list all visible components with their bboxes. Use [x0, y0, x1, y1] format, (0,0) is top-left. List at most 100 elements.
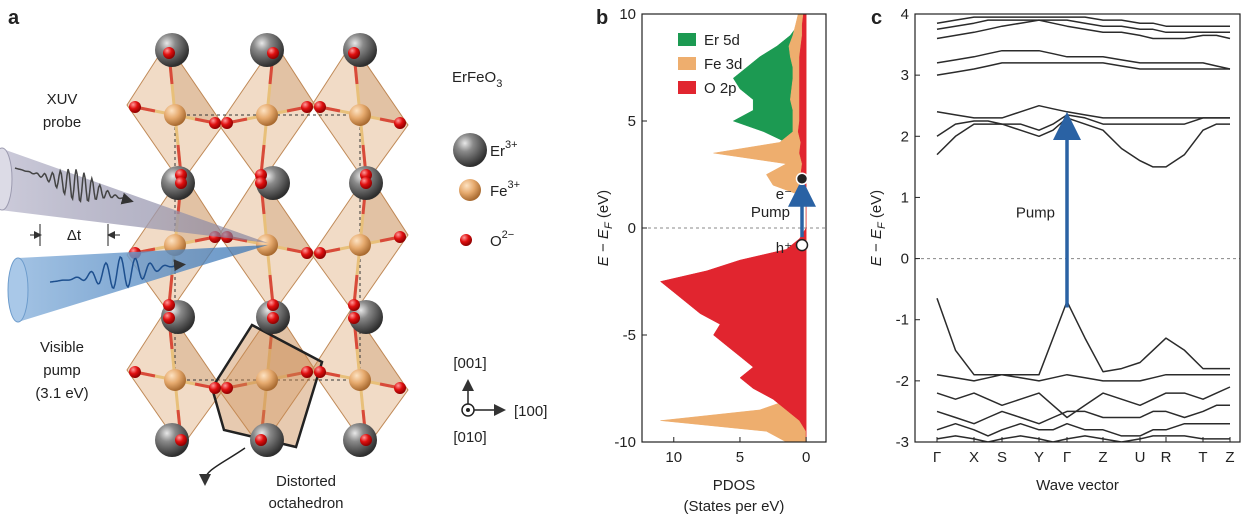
o-atom [163, 312, 175, 324]
fe-atom [164, 369, 186, 391]
fe-atom [256, 234, 278, 256]
compound-base: ErFeO [452, 69, 496, 86]
o-atom [221, 117, 233, 129]
probe-label: XUV [47, 91, 78, 108]
ion-sup: 3+ [505, 139, 518, 151]
pump-label: (3.1 eV) [35, 385, 88, 402]
x-tick-label: Γ [933, 449, 941, 466]
pump-label: Pump [751, 204, 790, 221]
ion-label: Er3+ [490, 139, 518, 160]
y-tick-label: -3 [896, 434, 909, 451]
compound-label: ErFeO3 [452, 69, 502, 90]
o-atom [301, 101, 313, 113]
x-axis-label: Wave vector [1036, 477, 1119, 494]
pump-label: Pump [1016, 205, 1055, 222]
x-axis-label: PDOS [713, 477, 756, 494]
callout-arrow [205, 448, 245, 480]
x-tick-label: Z [1225, 449, 1234, 466]
panel-label: c [871, 7, 882, 29]
ion-base: O [490, 233, 502, 250]
ylabel-unit: (eV) [595, 190, 612, 223]
o-atom [163, 47, 175, 59]
o-atom [175, 434, 187, 446]
axis-label: [100] [514, 403, 547, 420]
o-atom [314, 247, 326, 259]
ion-glyph [460, 234, 472, 246]
fe-atom [164, 104, 186, 126]
band [937, 118, 1230, 167]
o-atom [129, 101, 141, 113]
x-tick-label: 5 [736, 449, 744, 466]
y-tick-label: 3 [901, 67, 909, 84]
er-atom [343, 33, 377, 67]
o-atom [267, 312, 279, 324]
legend-label: Fe 3d [704, 56, 742, 73]
octahedron-label: octahedron [268, 495, 343, 512]
y-axis-label: E − EF (eV) [868, 190, 888, 266]
o-atom [394, 117, 406, 129]
figure: ΔtXUVprobeVisiblepump(3.1 eV)ErFeO3Er3+F… [0, 0, 1247, 523]
x-axis-label: (States per eV) [684, 498, 785, 515]
o-atom [301, 366, 313, 378]
o-atom [314, 366, 326, 378]
band [937, 405, 1230, 423]
plot-area [915, 17, 1240, 442]
x-tick-label: S [997, 449, 1007, 466]
ion-sup: 3+ [508, 179, 521, 191]
octahedron-label: Distorted [276, 473, 336, 490]
ion-base: Er [490, 143, 505, 160]
o-atom [163, 299, 175, 311]
probe-label: probe [43, 114, 81, 131]
visible-beam-end [8, 258, 28, 322]
hole-label: h⁺ [776, 240, 792, 257]
axis-label: [001] [453, 355, 486, 372]
axis-dot [466, 408, 470, 412]
o-atom [348, 47, 360, 59]
pump-label: Visible [40, 339, 84, 356]
x-tick-label: T [1198, 449, 1207, 466]
o-atom [175, 177, 187, 189]
ion-glyph [459, 179, 481, 201]
o-atom [301, 247, 313, 259]
fe-atom [349, 104, 371, 126]
band [937, 51, 1230, 69]
ion-glyph [453, 133, 487, 167]
o-atom [129, 366, 141, 378]
o-atom [394, 231, 406, 243]
x-tick-label: R [1161, 449, 1172, 466]
o-atom [360, 434, 372, 446]
panel-label: b [596, 7, 608, 29]
legend-swatch [678, 57, 696, 70]
plot-frame [915, 14, 1240, 442]
y-tick-label: -5 [623, 327, 636, 344]
o-atom [394, 382, 406, 394]
o-atom [360, 177, 372, 189]
hole [797, 240, 808, 251]
ylabel-unit: (eV) [868, 190, 885, 223]
x-tick-label: U [1135, 449, 1146, 466]
y-tick-label: 0 [628, 220, 636, 237]
o-atom [255, 177, 267, 189]
compound-sub: 3 [496, 78, 502, 90]
band [937, 387, 1230, 418]
o-atom [267, 299, 279, 311]
ion-label: Fe3+ [490, 179, 520, 200]
fe-atom [349, 234, 371, 256]
y-tick-label: 4 [901, 6, 909, 23]
y-tick-label: -10 [614, 434, 636, 451]
fe-atom [256, 104, 278, 126]
y-tick-label: -1 [896, 312, 909, 329]
panel-label: a [8, 7, 20, 29]
electron [797, 173, 808, 184]
o-atom [221, 382, 233, 394]
ylabel-minus: − [595, 239, 612, 256]
band [937, 63, 1230, 75]
o-atom [267, 47, 279, 59]
pump-label: pump [43, 362, 81, 379]
delay-label: Δt [67, 227, 82, 244]
legend-label: O 2p [704, 80, 737, 97]
x-tick-label: 10 [665, 449, 682, 466]
o-atom [209, 382, 221, 394]
o-atom [348, 299, 360, 311]
band [937, 298, 1230, 374]
